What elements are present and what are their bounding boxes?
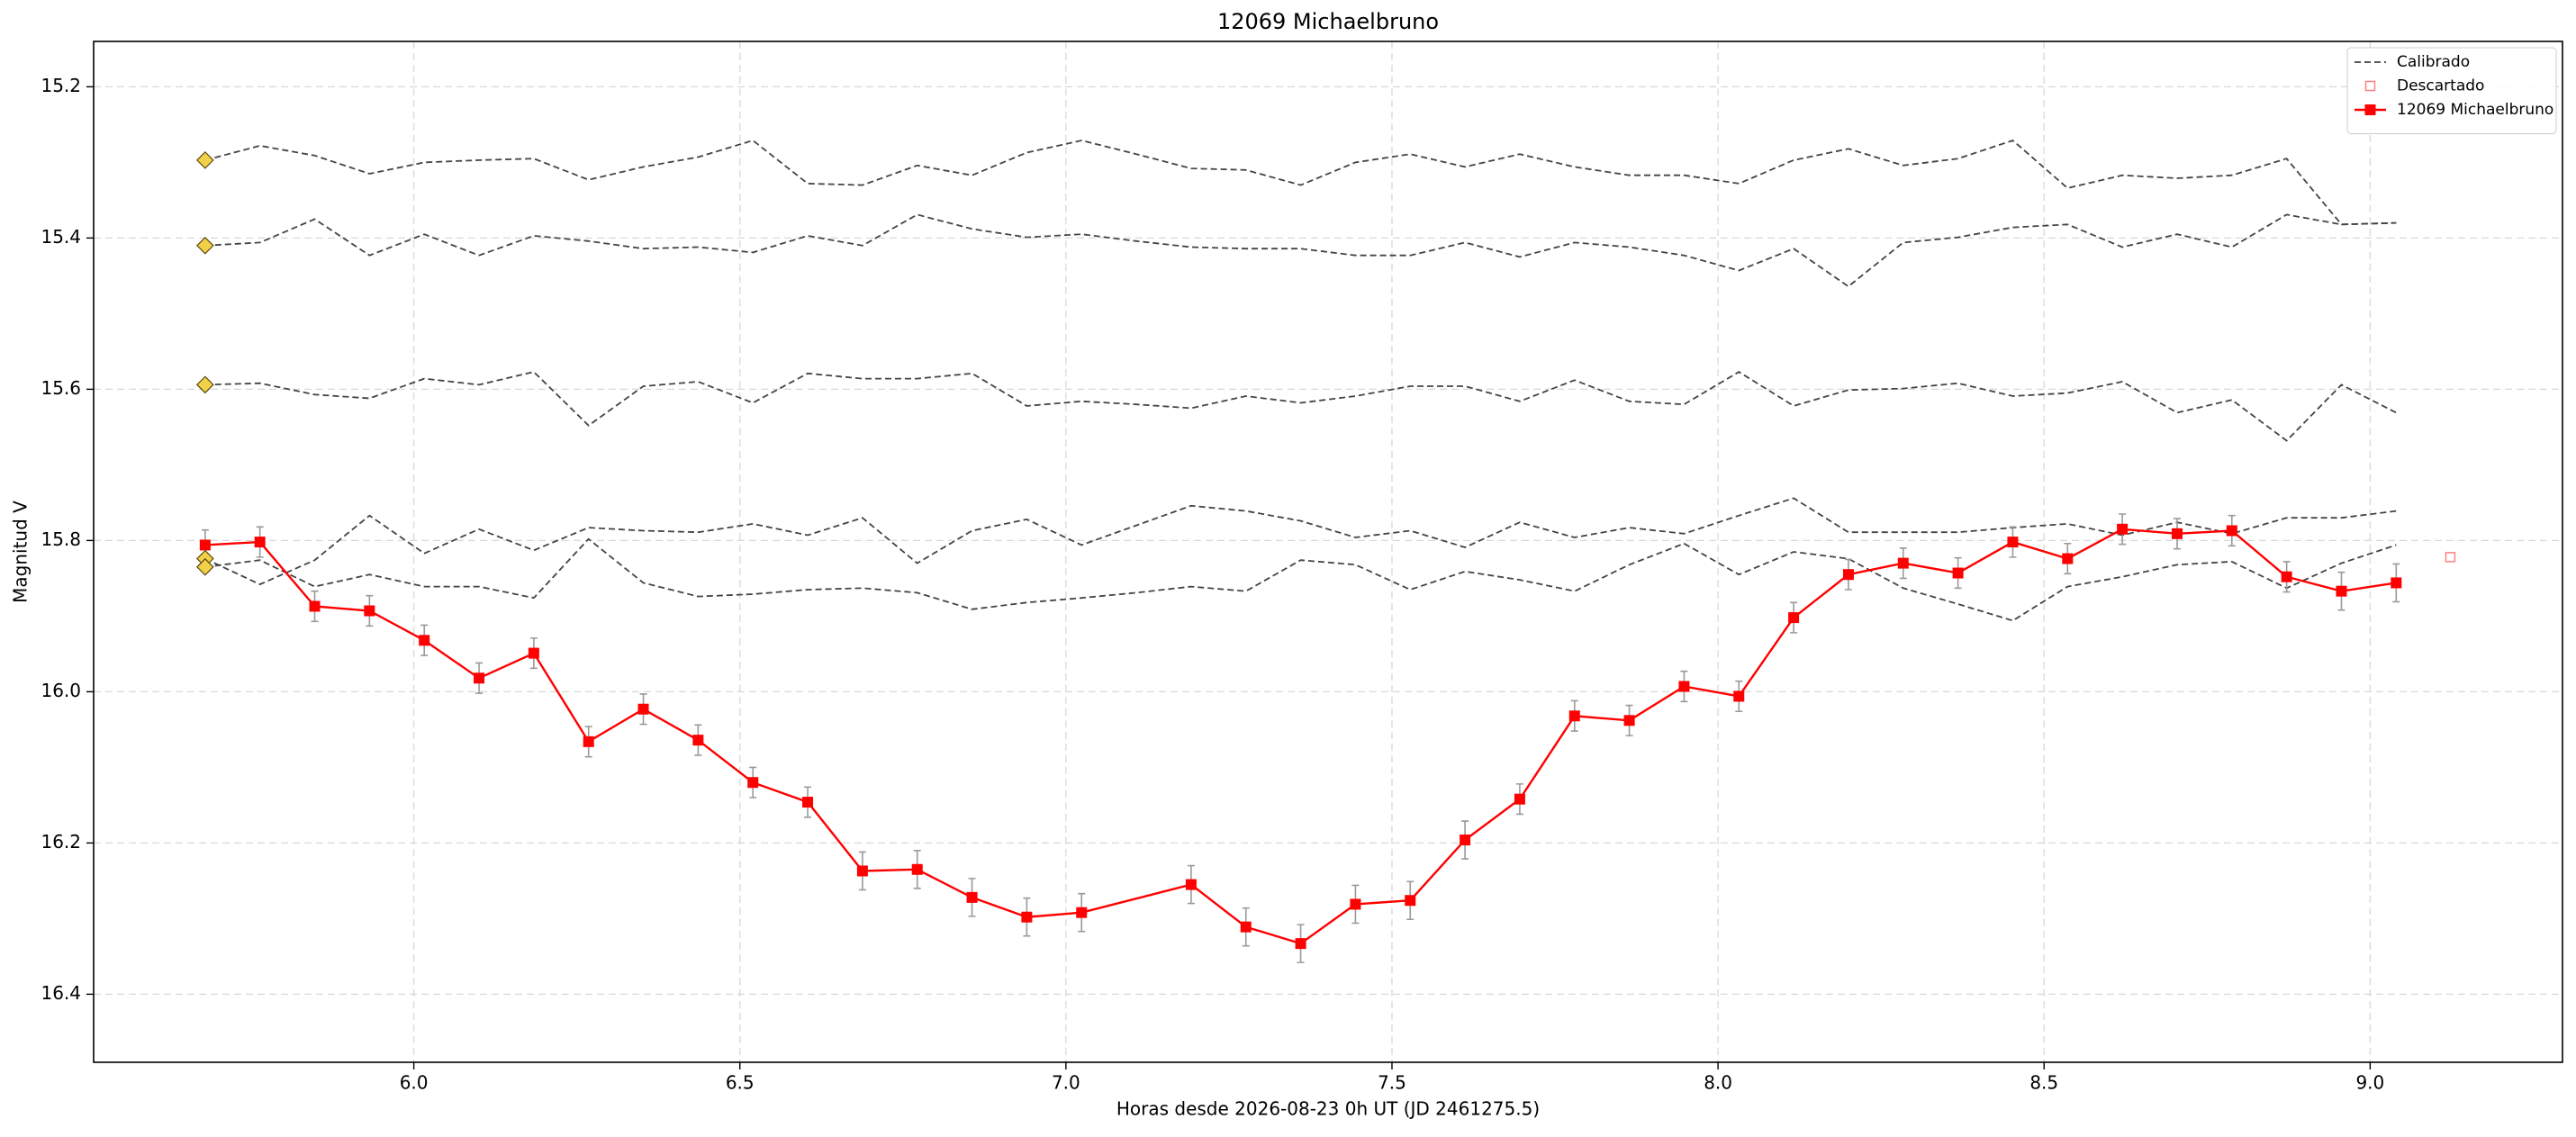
marker <box>1952 567 1964 579</box>
marker <box>583 735 594 747</box>
marker <box>1514 793 1525 805</box>
target-line <box>204 528 2397 945</box>
reference-marker <box>195 236 214 255</box>
y-tick-label: 15.2 <box>41 75 81 96</box>
marker <box>254 537 266 548</box>
marker <box>966 891 978 903</box>
legend-label: Calibrado <box>2397 53 2470 71</box>
calibrated-line <box>204 497 2397 586</box>
marker <box>1021 911 1033 923</box>
marker <box>1897 557 1909 569</box>
marker <box>2226 525 2237 537</box>
marker <box>2062 553 2074 564</box>
marker <box>911 863 923 875</box>
legend-box <box>2346 47 2557 134</box>
marker <box>2117 523 2129 535</box>
marker <box>1350 898 1361 910</box>
marker <box>364 605 375 617</box>
marker <box>802 797 814 808</box>
marker <box>2445 552 2456 563</box>
marker <box>692 735 704 746</box>
y-tick-label: 15.8 <box>41 528 81 550</box>
x-tick-label: 8.5 <box>2029 1072 2058 1094</box>
ticks: 6.0 6.5 7.0 7.5 8.0 8.5 9.0 15.2 15.4 15.6 15.8 16.… <box>41 75 2384 1094</box>
marker <box>2281 571 2292 582</box>
marker <box>747 777 759 789</box>
marker <box>1623 715 1635 726</box>
axes-frame <box>93 41 2563 1063</box>
marker <box>1842 569 1854 581</box>
marker <box>1788 612 1800 624</box>
legend-label: Descartado <box>2397 77 2484 95</box>
x-tick-label: 8.0 <box>1704 1072 1732 1094</box>
y-tick-label: 16.0 <box>41 680 81 701</box>
x-axis-label: Horas desde 2026-08-23 0h UT (JD 2461275… <box>1116 1098 1540 1120</box>
marker <box>637 703 649 715</box>
marker <box>474 672 485 684</box>
marker <box>1295 938 1306 950</box>
legend-label: 12069 Michaelbruno <box>2397 101 2553 119</box>
calibrated-line <box>204 537 2397 622</box>
grid <box>94 41 2562 1062</box>
marker <box>528 647 539 659</box>
y-axis-label: Magnitud V <box>10 501 32 603</box>
y-tick-label: 15.6 <box>41 377 81 399</box>
marker <box>1076 907 1088 918</box>
marker <box>309 600 321 612</box>
marker <box>2007 537 2019 548</box>
marker <box>419 635 430 646</box>
x-tick-label: 6.0 <box>400 1072 429 1094</box>
x-tick-label: 7.5 <box>1378 1072 1406 1094</box>
marker <box>1568 710 1580 722</box>
marker <box>1733 690 1745 702</box>
marker <box>1460 835 1471 846</box>
plot-area <box>195 139 2456 963</box>
marker <box>1185 879 1197 890</box>
calibrated-line <box>204 213 2397 288</box>
reference-marker <box>195 375 214 394</box>
marker <box>1240 921 1252 933</box>
marker <box>2364 80 2376 92</box>
y-tick-label: 15.4 <box>41 226 81 248</box>
calibrated-line <box>204 371 2397 442</box>
x-tick-label: 7.0 <box>1052 1072 1080 1094</box>
marker <box>1678 681 1690 692</box>
marker <box>199 539 211 551</box>
legend: Calibrado Descartado 12069 Michaelbruno <box>2346 47 2557 134</box>
marker <box>2391 577 2402 589</box>
marker <box>856 865 868 877</box>
x-tick-label: 6.5 <box>726 1072 755 1094</box>
marker <box>1405 895 1416 907</box>
reference-marker <box>195 557 214 576</box>
y-tick-label: 16.2 <box>41 831 81 853</box>
reference-marker <box>195 151 214 169</box>
y-tick-label: 16.4 <box>41 982 81 1004</box>
chart-title: 12069 Michaelbruno <box>1217 9 1439 34</box>
x-tick-label: 9.0 <box>2355 1072 2384 1094</box>
marker <box>2171 528 2183 539</box>
calibrated-line <box>204 139 2397 226</box>
marker <box>2336 585 2347 597</box>
marker <box>2364 104 2376 115</box>
